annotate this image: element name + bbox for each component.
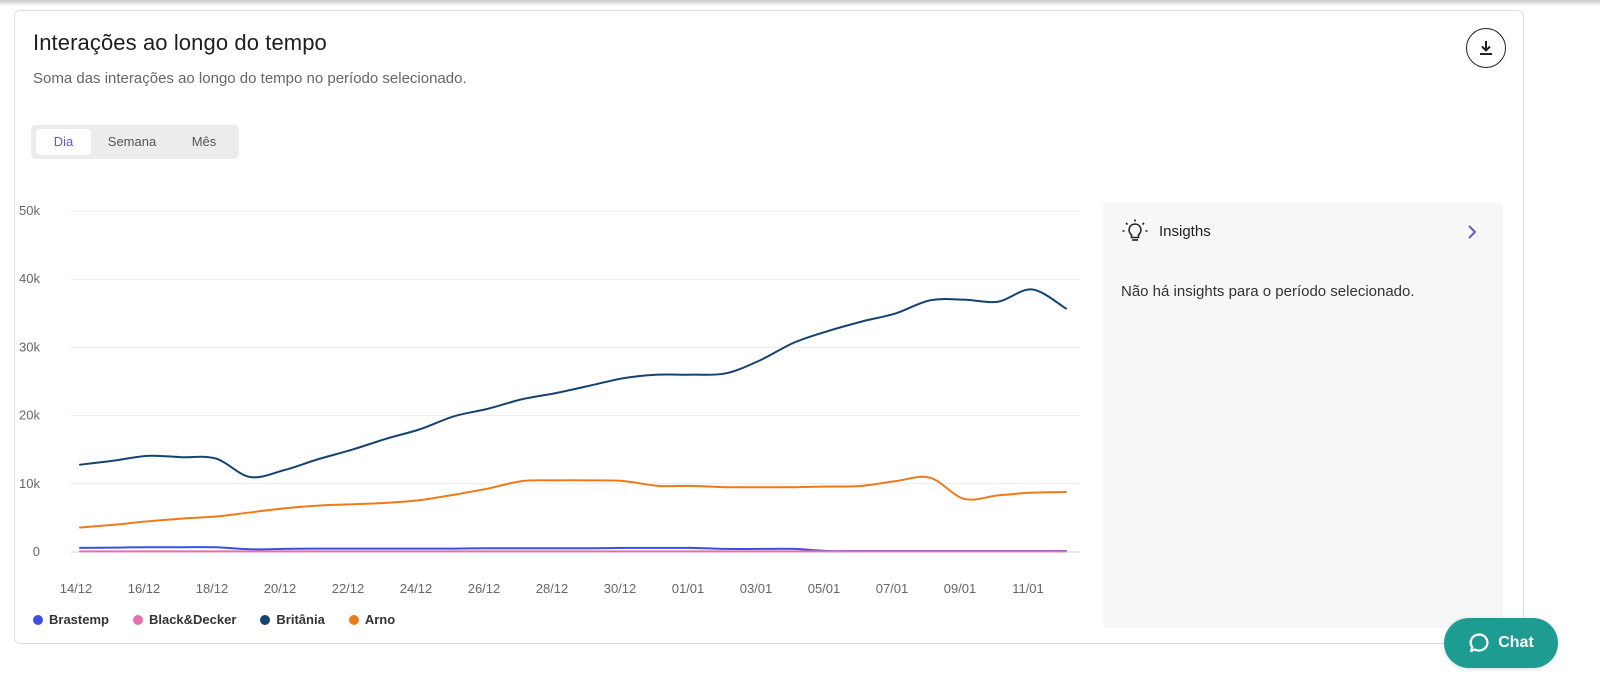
y-tick-label: 40k xyxy=(19,271,40,286)
x-tick-label: 28/12 xyxy=(536,581,569,596)
chat-bubble-icon xyxy=(1469,633,1489,653)
legend-label-black-decker: Black&Decker xyxy=(148,612,237,627)
download-icon xyxy=(1480,41,1492,55)
x-tick-label: 16/12 xyxy=(128,581,161,596)
chat-button[interactable]: Chat xyxy=(1444,618,1558,668)
y-tick-label: 20k xyxy=(19,408,40,423)
x-tick-label: 14/12 xyxy=(60,581,93,596)
y-tick-label: 0 xyxy=(33,544,40,559)
x-tick-label: 09/01 xyxy=(944,581,977,596)
download-button[interactable] xyxy=(1466,28,1506,68)
legend-dot-britania xyxy=(260,614,271,625)
insights-empty-message: Não há insights para o período seleciona… xyxy=(1121,283,1415,300)
series-line-brit-nia xyxy=(79,288,1067,479)
x-tick-label: 07/01 xyxy=(876,581,909,596)
legend-dot-brastemp xyxy=(33,614,43,625)
x-tick-label: 03/01 xyxy=(740,581,773,596)
y-tick-label: 10k xyxy=(19,476,40,491)
series-line-arno xyxy=(79,475,1067,529)
tab-mes[interactable]: Mês xyxy=(191,134,217,149)
tab-dia[interactable]: Dia xyxy=(36,129,91,155)
legend-label-brastemp: Brastemp xyxy=(49,612,109,627)
page-subtitle: Soma das interações ao longo do tempo no… xyxy=(33,70,467,87)
insights-panel: Insigths Não há insights para o período … xyxy=(1103,202,1503,628)
top-shadow xyxy=(0,0,1600,6)
y-tick-label: 30k xyxy=(19,339,40,354)
x-tick-label: 18/12 xyxy=(196,581,229,596)
y-tick-label: 50k xyxy=(19,203,40,218)
chevron-right-icon[interactable] xyxy=(1465,224,1479,240)
chat-label: Chat xyxy=(1498,634,1534,651)
x-tick-label: 20/12 xyxy=(264,581,297,596)
legend-dot-black-decker xyxy=(132,614,143,625)
legend-item-arno[interactable]: Arno xyxy=(348,612,396,627)
legend-label-arno: Arno xyxy=(364,612,396,627)
period-selector: Dia Semana Mês xyxy=(31,125,239,159)
legend-label-britania: Britânia xyxy=(276,612,325,627)
x-tick-label: 30/12 xyxy=(604,581,637,596)
legend-item-britania[interactable]: Britânia xyxy=(260,612,325,627)
chart-legend: Brastemp Black&Decker Britânia Arno xyxy=(33,612,395,627)
legend-dot-arno xyxy=(348,614,359,625)
x-tick-label: 11/01 xyxy=(1012,581,1044,596)
x-tick-label: 26/12 xyxy=(468,581,501,596)
legend-item-black-decker[interactable]: Black&Decker xyxy=(132,612,237,627)
tab-semana[interactable]: Semana xyxy=(107,134,157,149)
page-title: Interações ao longo do tempo xyxy=(33,30,327,55)
legend-item-brastemp[interactable]: Brastemp xyxy=(33,612,109,627)
x-tick-label: 24/12 xyxy=(400,581,433,596)
line-chart: 0 10k 20k 30k 40k 50k 14/12 16/12 18/12 20/12 22/1… xyxy=(19,203,1080,596)
x-tick-label: 01/01 xyxy=(672,581,705,596)
insights-title: Insigths xyxy=(1159,223,1211,240)
x-tick-label: 05/01 xyxy=(808,581,841,596)
x-tick-label: 22/12 xyxy=(332,581,365,596)
lightbulb-icon xyxy=(1122,219,1148,241)
